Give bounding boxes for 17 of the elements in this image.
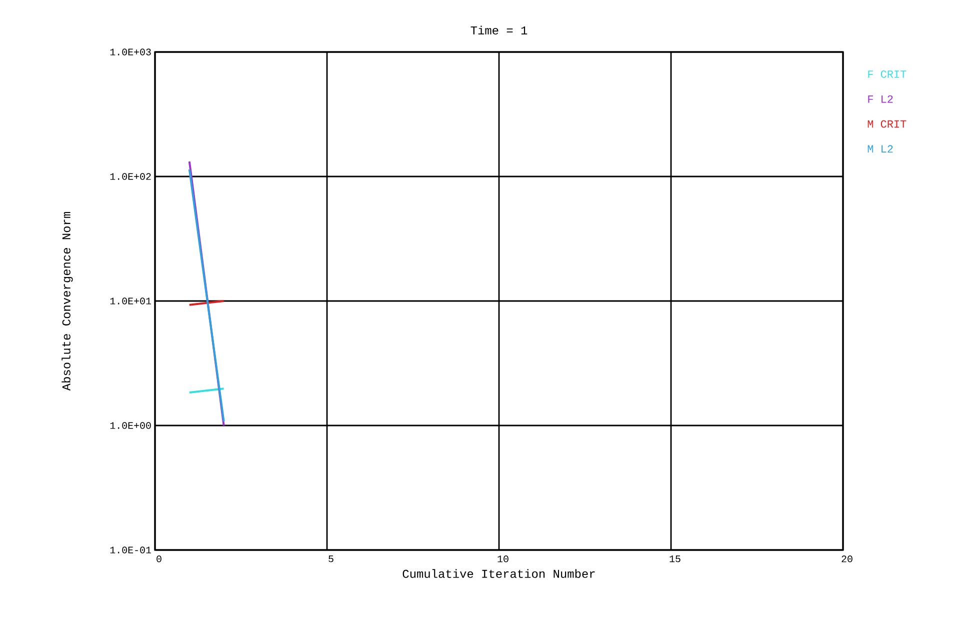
text: F CRIT [868, 70, 906, 78]
x-tick-label: 5 [328, 556, 334, 562]
y-tick-label: 1.0E+02 [110, 173, 151, 180]
y-tick-label: 1.0E+03 [110, 48, 151, 56]
y-tick-label: 1.0E-01 [110, 546, 151, 554]
chart-title: Time = 1 [470, 26, 528, 34]
y-axis-title: Absolute Convergence Norm [62, 212, 73, 391]
x-axis-title: Cumulative Iteration Number [402, 569, 595, 578]
x-tick-label: 10 [498, 556, 508, 562]
x-tick-label: 15 [670, 556, 680, 562]
y-tick-label: 1.0E+00 [110, 422, 151, 429]
x-tick-label: 0 [156, 556, 162, 562]
text: F L2 [868, 95, 893, 103]
text: M CRIT [868, 120, 906, 128]
text: M L2 [868, 145, 893, 152]
y-tick-label: 1.0E+01 [110, 298, 151, 304]
x-tick-label: 20 [842, 556, 852, 562]
